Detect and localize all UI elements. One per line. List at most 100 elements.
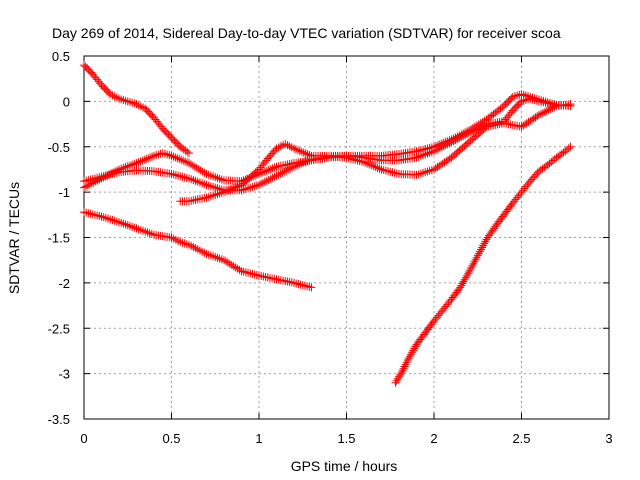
data-point bbox=[414, 170, 423, 179]
data-point bbox=[179, 156, 188, 165]
data-point bbox=[300, 281, 309, 290]
data-point bbox=[160, 149, 169, 158]
data-point bbox=[183, 147, 192, 156]
data-point bbox=[158, 149, 167, 158]
data-point bbox=[101, 213, 110, 222]
data-point bbox=[474, 249, 483, 258]
data-point bbox=[268, 164, 277, 173]
data-point bbox=[447, 138, 456, 147]
data-point bbox=[471, 255, 480, 264]
data-point bbox=[517, 90, 526, 99]
x-tick-label: 1.5 bbox=[337, 431, 355, 446]
data-point bbox=[451, 136, 460, 145]
data-point bbox=[473, 251, 482, 260]
data-point bbox=[134, 158, 143, 167]
y-axis-label: SDTVAR / TECUs bbox=[6, 182, 22, 294]
data-point bbox=[121, 96, 130, 105]
data-point bbox=[463, 130, 472, 139]
data-point bbox=[397, 368, 406, 377]
data-point bbox=[388, 168, 397, 177]
data-point bbox=[167, 151, 176, 160]
data-point bbox=[276, 142, 285, 151]
data-point bbox=[248, 182, 257, 191]
data-point bbox=[453, 135, 462, 144]
data-point bbox=[221, 187, 230, 196]
data-point bbox=[439, 142, 448, 151]
data-point bbox=[274, 170, 283, 179]
data-point bbox=[272, 171, 281, 180]
data-point bbox=[146, 153, 155, 162]
data-point bbox=[152, 151, 161, 160]
data-point bbox=[381, 166, 390, 175]
data-point bbox=[284, 165, 293, 174]
data-point bbox=[390, 168, 399, 177]
data-point bbox=[223, 186, 232, 195]
data-point bbox=[85, 180, 94, 189]
data-point bbox=[301, 157, 310, 166]
data-point bbox=[200, 168, 209, 177]
data-point bbox=[278, 168, 287, 177]
data-point bbox=[461, 131, 470, 140]
data-point bbox=[443, 140, 452, 149]
data-point bbox=[176, 238, 185, 247]
data-point bbox=[299, 148, 308, 157]
data-point bbox=[82, 208, 91, 217]
data-point bbox=[455, 134, 464, 143]
y-tick-label: 0.5 bbox=[52, 49, 70, 64]
data-point bbox=[293, 146, 302, 155]
data-point bbox=[375, 164, 384, 173]
data-point bbox=[468, 261, 477, 270]
data-point bbox=[169, 170, 178, 179]
data-point bbox=[297, 147, 306, 156]
data-point bbox=[303, 282, 312, 291]
x-tick-label: 2 bbox=[430, 431, 437, 446]
data-point bbox=[470, 257, 479, 266]
data-point bbox=[171, 153, 180, 162]
data-point bbox=[204, 181, 213, 190]
data-point bbox=[475, 247, 484, 256]
x-tick-label: 1 bbox=[255, 431, 262, 446]
data-point bbox=[469, 259, 478, 268]
data-point bbox=[535, 110, 543, 119]
data-point bbox=[305, 282, 314, 291]
data-point bbox=[431, 146, 440, 155]
data-point bbox=[84, 209, 93, 218]
y-tick-label: -2 bbox=[58, 276, 70, 291]
data-point bbox=[175, 155, 184, 164]
data-point bbox=[142, 155, 151, 164]
data-point bbox=[303, 157, 312, 166]
data-point bbox=[250, 270, 259, 279]
data-point bbox=[115, 94, 123, 103]
data-point bbox=[373, 163, 382, 172]
data-point bbox=[474, 124, 483, 133]
data-point bbox=[299, 158, 308, 167]
data-point bbox=[252, 271, 261, 280]
data-point bbox=[371, 163, 380, 172]
data-point bbox=[379, 166, 388, 175]
data-point bbox=[480, 121, 489, 130]
data-point bbox=[262, 166, 271, 175]
data-point bbox=[476, 123, 485, 132]
data-point bbox=[106, 215, 115, 224]
data-point bbox=[169, 152, 178, 161]
data-point bbox=[467, 263, 476, 272]
data-point bbox=[307, 283, 316, 292]
data-point bbox=[174, 171, 183, 180]
data-point bbox=[229, 184, 238, 193]
data-point bbox=[449, 137, 458, 146]
data-point bbox=[292, 279, 301, 288]
data-point bbox=[211, 190, 220, 199]
data-point bbox=[305, 151, 314, 160]
data-point bbox=[99, 213, 108, 222]
data-point bbox=[173, 154, 182, 163]
data-point bbox=[169, 234, 178, 243]
data-point bbox=[225, 185, 234, 194]
series-track-2 bbox=[80, 208, 316, 292]
data-point bbox=[163, 150, 172, 159]
data-point bbox=[298, 281, 307, 290]
data-point bbox=[538, 108, 547, 117]
data-point bbox=[297, 159, 306, 168]
data-point bbox=[167, 233, 176, 242]
data-point bbox=[93, 211, 102, 220]
x-tick-label: 0.5 bbox=[162, 431, 180, 446]
